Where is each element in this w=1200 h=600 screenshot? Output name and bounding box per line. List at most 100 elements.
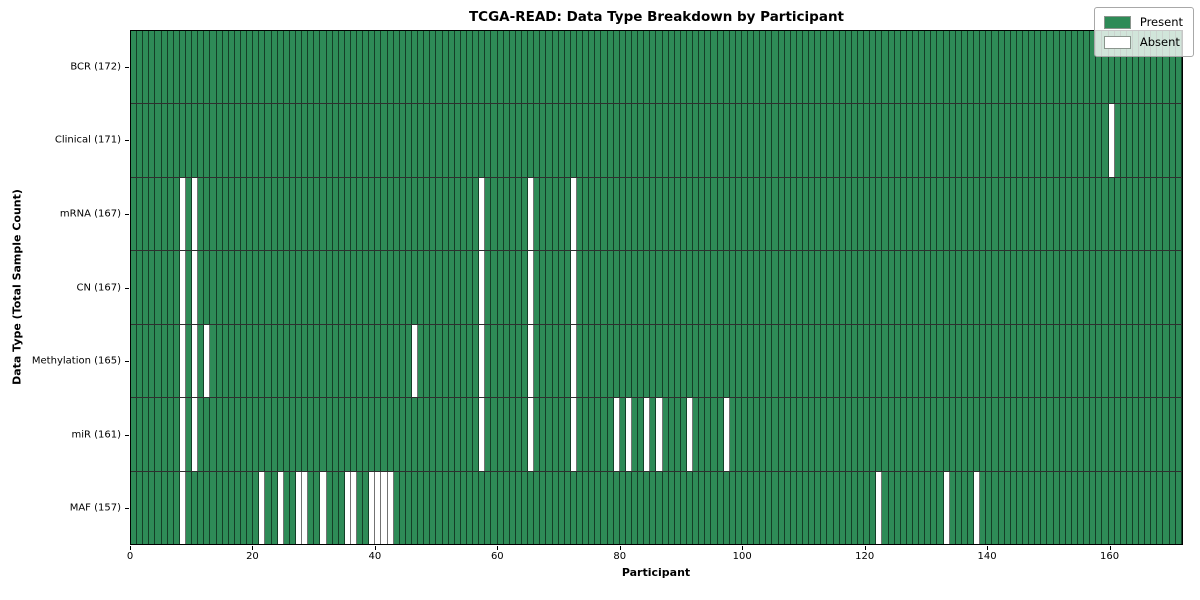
heatmap-cell bbox=[650, 251, 657, 324]
heatmap-cell bbox=[454, 324, 461, 398]
heatmap-cell bbox=[894, 177, 901, 251]
heatmap-cell bbox=[204, 471, 211, 544]
heatmap-cell bbox=[839, 251, 846, 324]
heatmap-cell bbox=[265, 251, 272, 324]
heatmap-cell bbox=[1126, 324, 1133, 398]
heatmap-cell bbox=[1132, 471, 1140, 544]
heatmap-cell bbox=[986, 31, 993, 104]
heatmap-cell bbox=[589, 324, 596, 398]
heatmap-cell bbox=[870, 177, 877, 251]
heatmap-cell bbox=[399, 251, 406, 324]
heatmap-cell bbox=[766, 177, 773, 251]
heatmap-cell bbox=[363, 471, 370, 544]
heatmap-cell bbox=[1139, 31, 1146, 104]
heatmap-cell bbox=[515, 398, 522, 471]
heatmap-cell bbox=[430, 251, 437, 324]
heatmap-cell bbox=[1059, 471, 1066, 544]
heatmap-cell bbox=[289, 398, 296, 471]
heatmap-cell bbox=[332, 177, 339, 251]
heatmap-cell bbox=[302, 251, 309, 324]
heatmap-cell bbox=[204, 31, 211, 104]
heatmap-cell bbox=[448, 31, 455, 104]
heatmap-cell bbox=[601, 398, 608, 471]
heatmap-cell bbox=[980, 177, 987, 251]
heatmap-cell bbox=[644, 177, 651, 251]
heatmap-cell bbox=[442, 398, 449, 471]
heatmap-cell bbox=[173, 471, 180, 544]
heatmap-cell bbox=[772, 31, 779, 104]
heatmap-cell bbox=[815, 31, 822, 104]
heatmap-cell bbox=[754, 471, 761, 544]
heatmap-cell bbox=[1016, 398, 1023, 471]
heatmap-cell bbox=[381, 104, 388, 177]
heatmap-cell bbox=[833, 471, 840, 544]
heatmap-cell bbox=[809, 104, 816, 177]
heatmap-cell bbox=[888, 251, 895, 324]
heatmap-cell bbox=[479, 31, 486, 104]
heatmap-cell bbox=[155, 31, 162, 104]
heatmap-cell bbox=[1108, 398, 1115, 471]
heatmap-cell bbox=[821, 471, 828, 544]
heatmap-cell bbox=[1145, 251, 1152, 324]
heatmap-cell bbox=[283, 177, 290, 251]
heatmap-cell bbox=[796, 324, 804, 398]
heatmap-cell bbox=[185, 398, 193, 471]
heatmap-cell bbox=[485, 398, 492, 471]
heatmap-cell bbox=[1077, 31, 1085, 104]
heatmap-cell bbox=[369, 398, 376, 471]
heatmap-cell bbox=[234, 177, 241, 251]
heatmap-cell bbox=[399, 471, 406, 544]
heatmap-cell bbox=[405, 177, 413, 251]
heatmap-cell bbox=[363, 398, 370, 471]
heatmap-cell bbox=[1163, 177, 1170, 251]
heatmap-cell bbox=[876, 471, 883, 544]
heatmap-cell bbox=[1096, 177, 1103, 251]
heatmap-cell bbox=[851, 324, 859, 398]
heatmap-cell bbox=[1175, 251, 1182, 324]
heatmap-cell bbox=[1065, 398, 1072, 471]
heatmap-cell bbox=[723, 324, 730, 398]
heatmap-cell bbox=[668, 324, 675, 398]
y-tick-mark bbox=[125, 434, 129, 436]
heatmap-cell bbox=[827, 31, 834, 104]
chart-title: TCGA-READ: Data Type Breakdown by Partic… bbox=[468, 9, 845, 25]
heatmap-cell bbox=[247, 398, 254, 471]
heatmap-cell bbox=[748, 251, 755, 324]
heatmap-cell bbox=[137, 251, 144, 324]
heatmap-cell bbox=[424, 177, 431, 251]
heatmap-cell bbox=[167, 324, 174, 398]
heatmap-cell bbox=[375, 324, 382, 398]
heatmap-cell bbox=[412, 398, 419, 471]
heatmap-cell bbox=[809, 324, 816, 398]
heatmap-cell bbox=[1004, 177, 1011, 251]
heatmap-cell bbox=[350, 324, 358, 398]
heatmap-cell bbox=[381, 177, 388, 251]
heatmap-cell bbox=[216, 251, 223, 324]
heatmap-cell bbox=[430, 471, 437, 544]
heatmap-cell bbox=[601, 104, 608, 177]
x-tick-label: 160 bbox=[1099, 551, 1120, 562]
heatmap-cell bbox=[638, 471, 645, 544]
heatmap-cell bbox=[674, 104, 681, 177]
heatmap-cell bbox=[827, 177, 834, 251]
heatmap-cell bbox=[460, 398, 468, 471]
heatmap-cell bbox=[314, 104, 321, 177]
heatmap-cell bbox=[1096, 104, 1103, 177]
heatmap-cell bbox=[503, 251, 510, 324]
legend-entry-absent: Absent bbox=[1103, 35, 1183, 49]
heatmap-cell bbox=[216, 31, 223, 104]
heatmap-cell bbox=[399, 104, 406, 177]
heatmap-cell bbox=[448, 398, 455, 471]
heatmap-cell bbox=[570, 104, 577, 177]
heatmap-cell bbox=[546, 324, 553, 398]
heatmap-cell bbox=[607, 398, 614, 471]
heatmap-cell bbox=[265, 104, 272, 177]
heatmap-cell bbox=[949, 31, 956, 104]
heatmap-cell bbox=[192, 104, 199, 177]
heatmap-cell bbox=[858, 471, 865, 544]
y-tick-mark bbox=[125, 213, 129, 215]
heatmap-cell bbox=[925, 104, 932, 177]
heatmap-cell bbox=[137, 398, 144, 471]
heatmap-cell bbox=[986, 177, 993, 251]
heatmap-cell bbox=[809, 251, 816, 324]
